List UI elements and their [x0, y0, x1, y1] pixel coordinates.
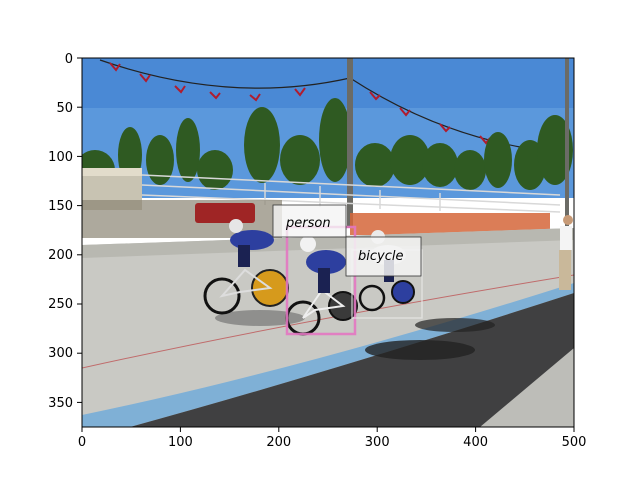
photo: person bicycle — [82, 58, 574, 427]
y-tick-label: 300 — [48, 346, 73, 361]
y-tick-label: 0 — [65, 52, 73, 67]
red-truck — [195, 203, 255, 223]
x-tick-label: 100 — [168, 435, 193, 450]
asphalt — [130, 293, 574, 427]
x-axis: 0 100 200 300 400 500 — [78, 427, 587, 450]
light-pole — [347, 58, 353, 228]
bicycle-label-box: bicycle — [345, 236, 422, 277]
cyclist-center — [285, 236, 358, 336]
person-label-text: person — [285, 216, 331, 231]
person-label-box: person — [272, 204, 347, 238]
y-axis: 0 50 100 150 200 250 300 350 — [48, 52, 82, 411]
y-tick-label: 350 — [48, 396, 73, 411]
x-tick-label: 500 — [562, 435, 587, 450]
x-tick-label: 300 — [365, 435, 390, 450]
x-tick-label: 0 — [78, 435, 86, 450]
orange-fence — [350, 213, 550, 235]
y-tick-label: 100 — [48, 150, 73, 165]
blue-lane — [82, 283, 574, 427]
cyclist-left — [203, 219, 289, 315]
y-tick-label: 200 — [48, 248, 73, 263]
y-tick-label: 150 — [48, 199, 73, 214]
bleachers — [82, 168, 561, 213]
bystander — [559, 215, 573, 290]
y-tick-label: 250 — [48, 297, 73, 312]
bicycle-label-text: bicycle — [358, 249, 403, 264]
x-tick-label: 400 — [463, 435, 488, 450]
bunting-line — [99, 59, 351, 89]
y-tick-label: 50 — [56, 101, 73, 116]
x-tick-label: 200 — [266, 435, 291, 450]
axes-frame — [81, 57, 575, 428]
